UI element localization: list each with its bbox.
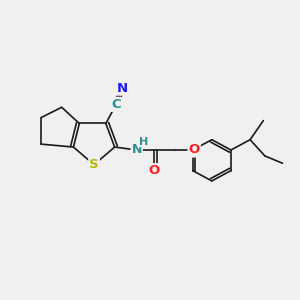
Text: S: S xyxy=(89,158,99,171)
Text: H: H xyxy=(139,137,148,147)
Text: N: N xyxy=(132,143,142,157)
Text: C: C xyxy=(111,98,121,111)
Text: O: O xyxy=(149,164,160,177)
Text: O: O xyxy=(188,143,200,157)
Text: N: N xyxy=(116,82,128,95)
